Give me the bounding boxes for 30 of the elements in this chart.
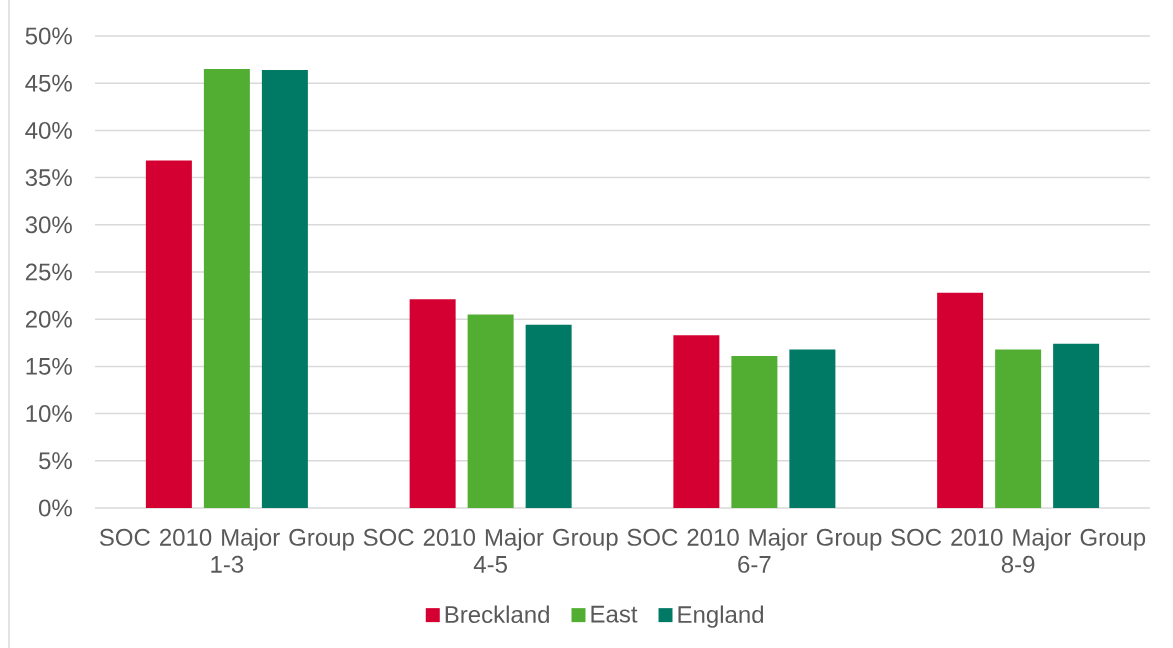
y-tick-label: 20% — [25, 310, 72, 328]
x-tick-label: SOC 2010 Major Group 4-5 — [363, 528, 618, 573]
bar — [145, 160, 192, 508]
y-tick-label: 35% — [25, 169, 72, 187]
y-tick-label: 45% — [25, 74, 72, 92]
y-tick-label: 15% — [26, 357, 72, 375]
y-tick-label: 5% — [39, 452, 72, 470]
bar — [525, 324, 572, 508]
legend-label: Breckland — [445, 605, 549, 624]
x-tick-label: SOC 2010 Major Group 6-7 — [627, 528, 882, 573]
bar — [789, 349, 836, 508]
bar — [995, 349, 1042, 508]
bar — [261, 69, 308, 508]
bar — [937, 292, 984, 508]
y-tick-label: 40% — [25, 121, 72, 139]
bar — [203, 69, 250, 508]
bar — [467, 314, 514, 508]
y-tick-label: 0% — [39, 499, 72, 517]
x-tick-label: SOC 2010 Major Group 8-9 — [891, 528, 1146, 573]
bar — [1053, 343, 1100, 508]
bar — [673, 335, 720, 508]
legend-label: England — [678, 605, 764, 628]
y-tick-label: 25% — [25, 263, 72, 281]
bar — [409, 299, 456, 508]
y-tick-label: 50% — [25, 27, 72, 45]
y-tick-label: 30% — [25, 216, 72, 234]
x-tick-label: SOC 2010 Major Group 1-3 — [99, 528, 354, 573]
y-tick-label: 10% — [26, 405, 72, 423]
bar — [731, 356, 778, 508]
legend-label: East — [591, 605, 638, 623]
